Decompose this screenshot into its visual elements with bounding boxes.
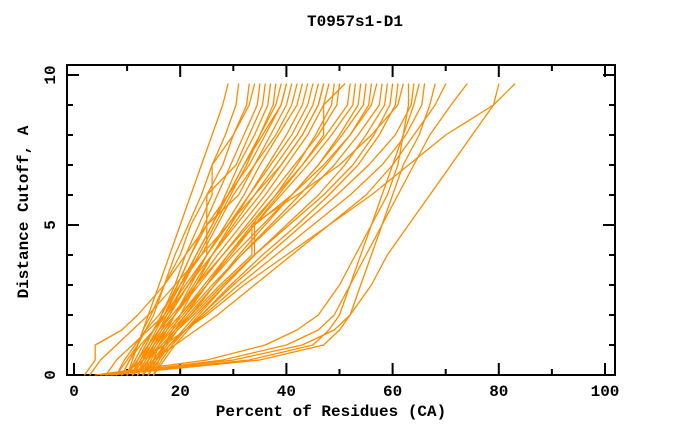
model-curve — [131, 83, 367, 376]
x-tick-label: 0 — [69, 383, 79, 401]
model-curve — [142, 83, 426, 376]
model-curve — [137, 83, 404, 376]
model-curve — [147, 83, 293, 376]
y-tick-label: 0 — [42, 370, 60, 380]
x-axis-label: Percent of Residues (CA) — [215, 403, 447, 421]
model-curve — [126, 83, 288, 376]
model-curve — [147, 83, 362, 376]
model-curve — [83, 83, 288, 376]
model-curve — [152, 83, 399, 376]
x-tick-label: 40 — [277, 383, 296, 401]
model-curve — [115, 83, 256, 376]
model-curve — [137, 83, 383, 376]
model-curve — [94, 83, 410, 376]
model-curve — [137, 83, 303, 376]
x-tick-label: 100 — [591, 383, 620, 401]
model-curve — [137, 83, 357, 376]
model-curve — [105, 83, 500, 376]
model-curve — [137, 83, 261, 376]
y-tick-label: 5 — [42, 220, 60, 230]
y-tick-label: 10 — [42, 65, 60, 84]
model-curve — [121, 83, 314, 376]
model-curve — [110, 83, 436, 376]
chart-title: T0957s1-D1 — [306, 13, 403, 31]
x-tick-label: 20 — [171, 383, 190, 401]
model-curve — [131, 83, 447, 376]
plot-border — [66, 64, 616, 376]
y-axis-label: Distance Cutoff, A — [15, 125, 33, 299]
model-curve — [99, 83, 468, 376]
model-curve — [121, 83, 240, 376]
x-tick-label: 80 — [489, 383, 508, 401]
model-curve — [126, 83, 351, 376]
model-curve — [121, 83, 516, 376]
x-tick-label: 60 — [383, 383, 402, 401]
model-curve — [89, 83, 325, 376]
